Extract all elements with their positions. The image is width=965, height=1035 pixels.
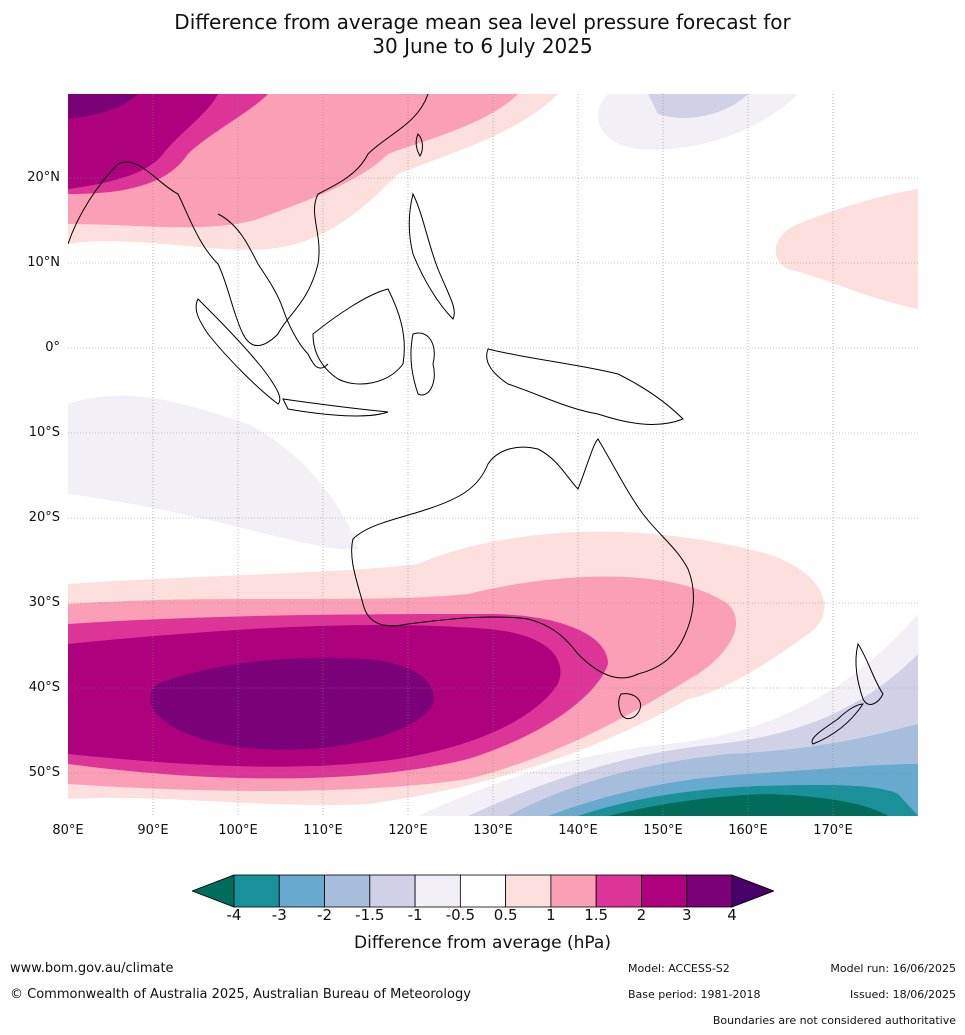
lat-label-10s: 10°S xyxy=(28,425,60,440)
coast-java xyxy=(282,398,389,417)
colorbar-tick-label: 3 xyxy=(681,906,692,924)
footer-base-period: Base period: 1981-2018 xyxy=(628,988,761,1001)
anomaly-west-lavender xyxy=(68,395,358,550)
colorbar-segment xyxy=(324,874,371,908)
graticule xyxy=(68,94,918,816)
coast-philippines xyxy=(408,192,455,320)
title-line-1: Difference from average mean sea level p… xyxy=(174,10,791,34)
lon-label-150e: 150°E xyxy=(643,823,683,838)
lat-label-50s: 50°S xyxy=(28,765,60,780)
lon-label-130e: 130°E xyxy=(473,823,513,838)
colorbar-tick-label: 2 xyxy=(636,906,647,924)
colorbar-tick-label: -1.5 xyxy=(355,906,385,924)
colorbar-tick-label: 0.5 xyxy=(493,906,518,924)
title-line-2: 30 June to 6 July 2025 xyxy=(372,34,593,58)
anomaly-east-pink xyxy=(775,189,918,309)
footer-model: Model: ACCESS-S2 xyxy=(628,962,730,975)
colorbar-tick-label: 1.5 xyxy=(584,906,609,924)
anomaly-north-east-lavender xyxy=(598,94,798,150)
lon-label-170e: 170°E xyxy=(813,823,853,838)
lon-label-90e: 90°E xyxy=(137,823,169,838)
lon-label-80e: 80°E xyxy=(52,823,84,838)
colorbar-segment xyxy=(459,874,507,908)
coast-new-guinea xyxy=(486,348,684,425)
colorbar-segment xyxy=(369,874,416,908)
colorbar-segment xyxy=(505,874,552,908)
colorbar-segment xyxy=(686,874,733,908)
colorbar-high-extend xyxy=(731,874,774,908)
lon-label-140e: 140°E xyxy=(558,823,598,838)
colorbar-tick-label: -4 xyxy=(226,906,242,924)
colorbar-tick-label: -2 xyxy=(317,906,333,924)
lat-label-20n: 20°N xyxy=(27,170,60,185)
lat-label-30s: 30°S xyxy=(28,595,60,610)
colorbar-tick-label: -3 xyxy=(271,906,287,924)
footer-copyright: © Commonwealth of Australia 2025, Austra… xyxy=(10,987,471,1002)
lon-label-100e: 100°E xyxy=(218,823,258,838)
lat-label-0: 0° xyxy=(45,340,60,355)
coast-taiwan xyxy=(415,133,423,158)
footer-disclaimer: Boundaries are not considered authoritat… xyxy=(712,1014,956,1027)
map-canvas xyxy=(68,94,918,816)
colorbar-segment xyxy=(278,874,325,908)
coast-sumatra xyxy=(195,298,281,405)
lon-label-110e: 110°E xyxy=(303,823,343,838)
coast-australia xyxy=(351,438,694,679)
map-title: Difference from average mean sea level p… xyxy=(0,10,965,58)
colorbar-tick-label: -1 xyxy=(407,906,423,924)
lon-label-120e: 120°E xyxy=(388,823,428,838)
lon-label-160e: 160°E xyxy=(728,823,768,838)
colorbar-tick-label: 4 xyxy=(727,906,737,924)
colorbar-segment xyxy=(414,874,461,908)
lat-label-10n: 10°N xyxy=(27,255,60,270)
coast-borneo xyxy=(312,288,405,385)
colorbar xyxy=(192,874,774,908)
coastlines xyxy=(68,94,884,745)
lat-label-40s: 40°S xyxy=(28,680,60,695)
colorbar-segment xyxy=(641,874,688,908)
colorbar-segment xyxy=(595,874,642,908)
lat-label-20s: 20°S xyxy=(28,510,60,525)
colorbar-low-extend xyxy=(192,874,235,908)
coast-new-zealand-south xyxy=(811,703,864,745)
anomaly-north-purple xyxy=(68,94,138,119)
anomaly-north-east-blue xyxy=(648,94,748,118)
footer-issued: Issued: 18/06/2025 xyxy=(849,988,956,1001)
footer-model-run: Model run: 16/06/2025 xyxy=(830,962,956,975)
coast-indochina xyxy=(217,213,329,369)
anomaly-north-dark xyxy=(68,94,218,189)
coast-tasmania xyxy=(618,693,642,720)
colorbar-title: Difference from average (hPa) xyxy=(354,933,611,953)
colorbar-tick-label: 1 xyxy=(546,906,556,924)
coast-sulawesi xyxy=(410,332,435,396)
coast-asia xyxy=(68,94,429,346)
colorbar-segment xyxy=(550,874,597,908)
pressure-anomaly-map xyxy=(68,94,918,816)
anomaly-south-purple xyxy=(150,657,434,750)
footer-website: www.bom.gov.au/climate xyxy=(10,961,174,976)
colorbar-segment xyxy=(233,874,280,908)
coast-new-zealand-north xyxy=(855,642,884,705)
colorbar-tick-label: -0.5 xyxy=(445,906,475,924)
